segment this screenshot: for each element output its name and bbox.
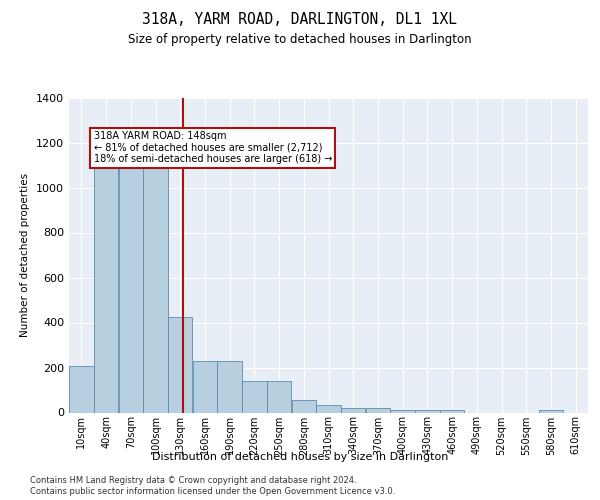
Bar — [366, 408, 390, 412]
Bar — [292, 400, 316, 412]
Bar — [119, 158, 143, 412]
Bar — [69, 366, 94, 412]
Text: Distribution of detached houses by size in Darlington: Distribution of detached houses by size … — [152, 452, 448, 462]
Text: Contains public sector information licensed under the Open Government Licence v3: Contains public sector information licen… — [30, 488, 395, 496]
Bar — [143, 168, 167, 412]
Y-axis label: Number of detached properties: Number of detached properties — [20, 173, 31, 337]
Text: Size of property relative to detached houses in Darlington: Size of property relative to detached ho… — [128, 32, 472, 46]
Bar — [391, 410, 415, 412]
Bar — [217, 361, 242, 412]
Text: Contains HM Land Registry data © Crown copyright and database right 2024.: Contains HM Land Registry data © Crown c… — [30, 476, 356, 485]
Bar — [440, 410, 464, 412]
Text: 318A YARM ROAD: 148sqm
← 81% of detached houses are smaller (2,712)
18% of semi-: 318A YARM ROAD: 148sqm ← 81% of detached… — [94, 132, 332, 164]
Bar — [316, 404, 341, 412]
Text: 318A, YARM ROAD, DARLINGTON, DL1 1XL: 318A, YARM ROAD, DARLINGTON, DL1 1XL — [143, 12, 458, 28]
Bar — [415, 410, 440, 412]
Bar — [168, 317, 193, 412]
Bar — [267, 381, 291, 412]
Bar — [539, 410, 563, 412]
Bar — [193, 361, 217, 412]
Bar — [94, 158, 118, 412]
Bar — [341, 408, 365, 412]
Bar — [242, 381, 266, 412]
